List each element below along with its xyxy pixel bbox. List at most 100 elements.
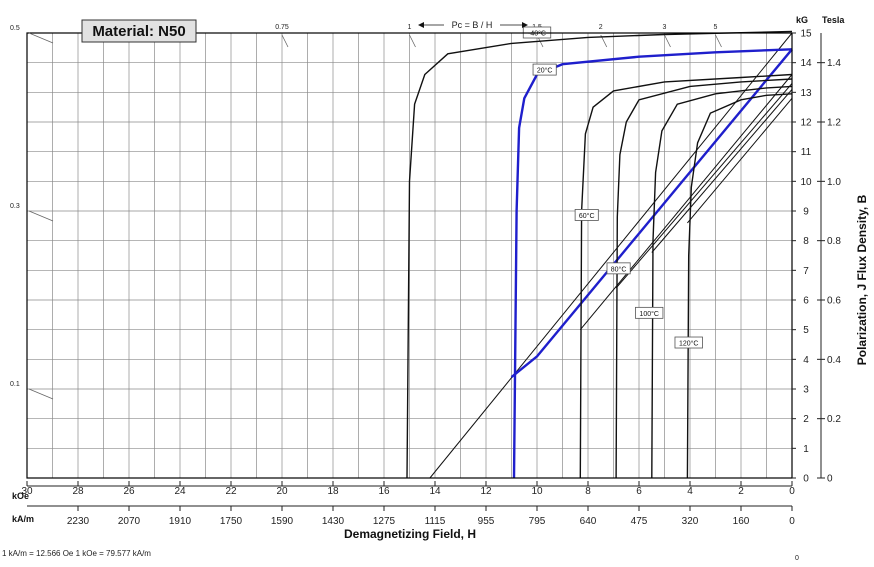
material-title-box: Material: N50 [81,19,197,43]
kg-tick-label: 9 [803,207,809,218]
koe-tick-label: 6 [636,486,642,497]
kg-tick-label: 1 [803,444,809,455]
koe-tick-label: 26 [123,486,135,497]
koe-tick-label: 2 [738,486,744,497]
koe-tick-label: 22 [225,486,237,497]
j-curve-100c [651,85,793,479]
j-curve-80c [615,78,793,479]
kam-tick-label: 1590 [271,516,294,527]
kam-tick-label: 1750 [220,516,243,527]
koe-tick-label: 12 [480,486,492,497]
koe-tick-label: 8 [585,486,591,497]
pc-scale-mark [715,34,722,48]
pc-header-label: Pc = B / H [452,20,493,30]
pc-scale-mark [409,34,416,48]
kg-tick-label: 10 [800,177,812,188]
temperature-label-box [574,209,599,221]
kg-tick-label: 0 [803,474,809,485]
temperature-label-box [532,63,557,76]
temperature-label-text: 60°C [579,212,595,220]
conversion-note: 1 kA/m = 12.566 Oe 1 kOe = 79.577 kA/m [2,549,151,558]
kg-tick-label: 8 [803,236,809,247]
kam-tick-label: 475 [631,516,648,527]
kam-unit-label: kA/m [12,514,34,524]
koe-tick-label: 28 [72,486,84,497]
kam-tick-label: 320 [682,516,699,527]
tesla-tick-label: 0.4 [827,355,841,366]
kam-tick-label: 160 [733,516,750,527]
kg-tick-label: 15 [800,29,812,40]
curve-series [406,30,793,479]
kg-tick-label: 12 [800,118,812,129]
kg-unit-label: kG [796,15,808,25]
b-curve-120c [687,97,793,224]
left-scale-mark [28,388,54,400]
tesla-tick-label: 1.4 [827,58,841,69]
left-scale-label: 0.5 [10,25,20,32]
kg-tick-label: 7 [803,266,809,277]
kg-tick-label: 3 [803,385,809,396]
kam-tick-label: 1910 [169,516,192,527]
b-curve-60c [579,74,793,331]
temperature-label-text: 80°C [611,265,627,273]
bottom-right-zero: 0 [795,555,799,562]
koe-tick-label: 0 [789,486,795,497]
tesla-tick-label: 0 [827,474,833,485]
koe-tick-label: 20 [276,486,288,497]
pc-scale-mark [281,34,289,48]
j-curve-120c [686,93,793,479]
temperature-label-text: 20°C [537,67,553,75]
tesla-tick-label: 0.8 [827,236,841,247]
tesla-tick-label: 1.2 [827,118,841,129]
left-scale-mark [28,32,54,44]
kg-tick-label: 6 [803,296,809,307]
pc-scale-label: 0.75 [275,24,289,31]
tesla-tick-label: 0.6 [827,296,841,307]
temperature-label-text: 100°C [639,310,659,318]
y-axis-ticks: 012345678910111213141500.20.40.60.81.01.… [10,25,841,485]
j-curve-60c [579,73,793,479]
koe-unit-label: kOe [12,491,29,501]
temperature-label: 20°C [532,63,557,76]
temperature-label-box [674,336,703,349]
koe-tick-label: 30 [21,486,33,497]
koe-tick-label: 24 [174,486,186,497]
left-scale-label: 0.1 [10,381,20,388]
kam-tick-label: 1115 [425,516,446,527]
kg-tick-label: 2 [803,414,809,425]
tesla-tick-label: 0.2 [827,414,841,425]
kam-tick-label: 2070 [118,516,141,527]
kam-tick-label: 795 [529,516,546,527]
kg-tick-label: 14 [800,58,812,69]
pc-scale-label: 2 [599,24,603,31]
temperature-label-box [606,262,631,275]
koe-tick-label: 10 [531,486,543,497]
kam-tick-label: 1430 [322,516,345,527]
pc-scale-label: 5 [714,24,718,31]
y-axis-title: Polarization, J Flux Density, B [855,194,869,365]
left-scale-label: 0.3 [10,203,20,210]
temperature-label: 100°C [635,306,664,319]
x-axis-title: Demagnetizing Field, H [344,527,476,541]
j-curve-minus40c [406,30,793,479]
plot-frame [26,32,793,479]
pc-scale-mark [664,34,671,48]
b-curve-80c [615,83,793,289]
temperature-label-text: 120°C [679,340,699,348]
b-curve-minus40c [429,32,793,479]
kg-tick-label: 11 [801,147,812,158]
kam-tick-label: 0 [789,516,795,527]
koe-tick-label: 16 [378,486,390,497]
kam-tick-label: 955 [478,516,495,527]
kg-tick-label: 13 [800,88,812,99]
b-curve-20c [510,48,793,379]
left-scale-mark [28,210,54,222]
kg-tick-label: 4 [803,355,809,366]
koe-tick-label: 4 [687,486,693,497]
temperature-label: 60°C [574,209,599,221]
pc-scale-label: 1 [408,24,412,31]
kam-tick-label: 1275 [373,516,396,527]
kg-tick-label: 5 [803,325,809,336]
temperature-label: 120°C [674,336,703,349]
